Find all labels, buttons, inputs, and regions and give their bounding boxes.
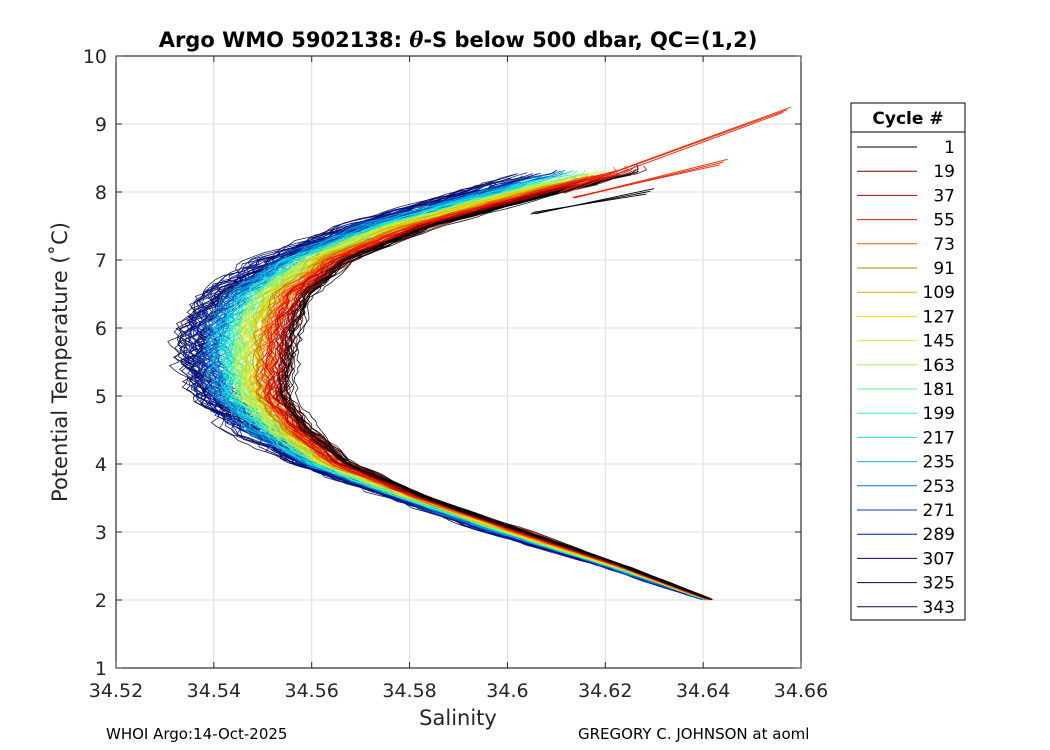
profile-line-cycle-1 [280,186,709,599]
x-axis-ticks: 34.52 34.54 34.56 34.58 34.6 34.62 34.64 34.66 [89,56,828,702]
legend-label-73: 73 [933,235,955,255]
profile-line-cycle-343 [193,182,711,600]
profile-line-cycle-163 [231,174,706,600]
x-tick-label: 34.52 [89,680,143,702]
plot-area-frame [115,55,802,669]
profile-tail-early [564,106,792,191]
x-axis-label: Salinity [419,706,497,730]
x-tick-label: 34.62 [578,680,632,702]
profile-line-cycle-307 [189,189,701,598]
profile-line-cycle-289 [198,181,704,599]
y-tick-label: 1 [95,658,107,680]
legend-label-253: 253 [923,477,955,497]
y-axis-label: Potential Temperature (˚C) [48,222,72,502]
profile-line-cycle-307 [197,181,706,599]
profile-tail-early [572,164,720,198]
profile-line-cycle-163 [235,174,708,600]
x-tick-label: 34.66 [774,680,828,702]
y-tick-label: 9 [95,114,107,136]
legend-label-199: 199 [923,404,955,424]
y-tick-label: 8 [95,182,107,204]
legend-label-181: 181 [923,380,955,400]
profile-tail-early [532,193,647,213]
profile-line-cycle-127 [245,176,702,598]
legend-label-91: 91 [933,259,955,279]
title-suffix: -S below 500 dbar, QC=(1,2) [423,28,757,52]
profile-line-cycle-55 [260,171,710,601]
y-tick-label: 5 [95,386,107,408]
profile-line-cycle-217 [228,170,707,600]
footer-right-credit: GREGORY C. JOHNSON at aoml [578,725,810,743]
legend-label-145: 145 [923,332,955,352]
profile-line-cycle-55 [260,171,711,601]
profile-line-cycle-217 [228,179,713,601]
profile-line-cycle-1 [278,169,706,599]
profile-line-cycle-73 [259,166,708,600]
profile-line-cycle-37 [274,178,710,600]
legend-label-307: 307 [923,549,955,569]
profile-line-cycle-217 [224,170,709,600]
profile-tail-early [563,112,784,194]
legend-label-127: 127 [923,307,955,327]
legend-label-235: 235 [923,453,955,473]
legend-label-289: 289 [923,525,955,545]
x-tick-label: 34.54 [187,680,241,702]
legend: Cycle # 1 19 37 55 73 91 109 127 145 163 181 199 217… [850,102,966,621]
profile-line-cycle-289 [187,172,695,598]
legend-label-19: 19 [933,162,955,182]
y-tick-label: 6 [95,318,107,340]
x-tick-label: 34.58 [382,680,436,702]
profile-line-cycle-19 [273,177,707,599]
profile-line-cycle-163 [234,177,706,599]
legend-label-109: 109 [923,283,955,303]
profile-line-cycle-343 [184,193,700,598]
legend-label-343: 343 [923,598,955,618]
legend-label-163: 163 [923,356,955,376]
x-tick-label: 34.64 [676,680,730,702]
profile-tail-early [558,109,788,193]
legend-label-37: 37 [933,186,955,206]
y-tick-label: 3 [95,522,107,544]
profile-line-cycle-271 [215,170,714,601]
y-tick-label: 7 [95,250,107,272]
y-tick-label: 4 [95,454,107,476]
legend-label-325: 325 [923,574,955,594]
profile-line-cycle-253 [205,187,707,601]
title-prefix: Argo WMO 5902138: [159,28,410,52]
profile-line-cycle-109 [247,184,700,598]
profile-line-cycle-199 [219,177,704,599]
profile-line-cycle-181 [225,169,706,599]
profile-line-cycle-271 [211,184,704,598]
legend-label-271: 271 [923,501,955,521]
profile-line-cycle-199 [238,173,708,599]
profile-line-cycle-235 [217,178,707,600]
legend-title: Cycle # [872,109,943,129]
profile-line-cycle-235 [199,193,701,599]
title-theta-symbol: θ [409,27,423,52]
profile-line-cycle-271 [217,172,706,598]
x-tick-label: 34.6 [486,680,528,702]
y-tick-label: 10 [83,46,107,68]
profile-line-cycle-181 [221,182,705,600]
profile-line-cycle-289 [183,182,700,600]
footer-left-credit: WHOI Argo:14-Oct-2025 [106,725,288,743]
chart-title: Argo WMO 5902138: θ-S below 500 dbar, QC… [159,27,758,52]
profile-line-cycle-37 [272,173,708,599]
legend-items: 1 19 37 55 73 91 109 127 145 163 181 199 217 235 253 27… [857,138,955,618]
x-tick-label: 34.56 [285,680,339,702]
plot-lines [167,106,792,601]
profile-line-cycle-325 [167,189,701,599]
y-axis-ticks: 1 2 3 4 5 6 7 8 9 10 [83,46,801,680]
legend-label-1: 1 [944,138,955,158]
profile-line-cycle-217 [230,177,708,598]
profile-line-cycle-289 [184,179,703,600]
profile-line-cycle-253 [206,188,700,598]
y-tick-label: 2 [95,590,107,612]
legend-label-217: 217 [923,428,955,448]
profile-line-cycle-109 [258,172,706,598]
legend-label-55: 55 [933,211,955,231]
